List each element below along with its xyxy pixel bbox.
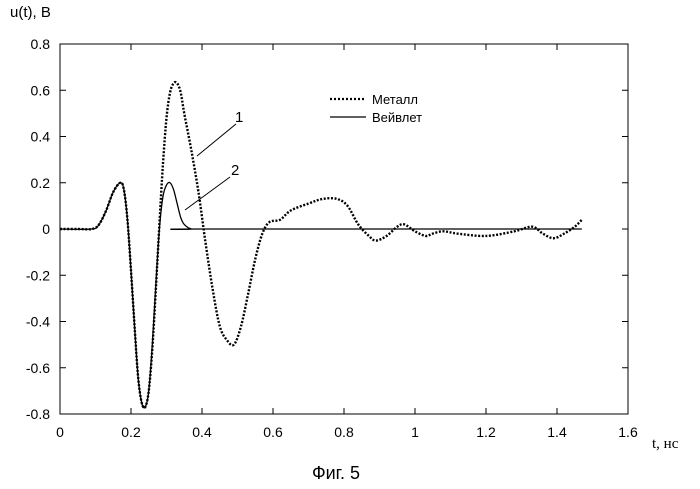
x-tick-label: 1.4 [547,424,567,440]
y-tick-label: -0.8 [26,406,50,422]
x-axis-title: t, нс [652,436,679,452]
x-tick-label: 1.2 [476,424,496,440]
x-tick-label: 1.6 [618,424,638,440]
y-tick-label: 0.4 [31,129,51,145]
x-tick-label: 0.2 [121,424,141,440]
y-tick-label: -0.2 [26,267,50,283]
y-tick-labels: 0.8 0.6 0.4 0.2 0 -0.2 -0.4 -0.6 -0.8 [26,36,50,422]
y-tick-label: 0.2 [31,175,51,191]
y-tick-label: -0.4 [26,314,50,330]
y-axis-title: u(t), В [10,4,51,21]
legend: Металл Вейвлет [330,92,422,125]
y-tick-label: -0.6 [26,360,50,376]
x-tick-label: 0.8 [334,424,354,440]
series-layer [60,82,582,408]
annotation-label-2: 2 [231,162,239,179]
annotation-label-1: 1 [235,109,243,126]
x-tick-label: 1 [411,424,419,440]
annotation-leader-2 [185,177,230,210]
x-tick-labels: 0 0.2 0.4 0.6 0.8 1 1.2 1.4 1.6 [56,424,638,440]
y-tick-label: 0.6 [31,82,51,98]
x-tick-label: 0.6 [263,424,283,440]
legend-label-wavelet: Вейвлет [372,110,422,125]
annotation-leader-1 [197,124,236,156]
y-tick-label: 0.8 [31,36,51,52]
series-wavelet [60,182,582,407]
y-tick-label: 0 [42,221,50,237]
series-metal [60,82,582,408]
figure-caption: Фиг. 5 [312,463,360,483]
x-tick-label: 0 [56,424,64,440]
legend-label-metal: Металл [372,92,418,107]
x-tick-label: 0.4 [192,424,212,440]
annotations: 1 2 [185,109,243,210]
